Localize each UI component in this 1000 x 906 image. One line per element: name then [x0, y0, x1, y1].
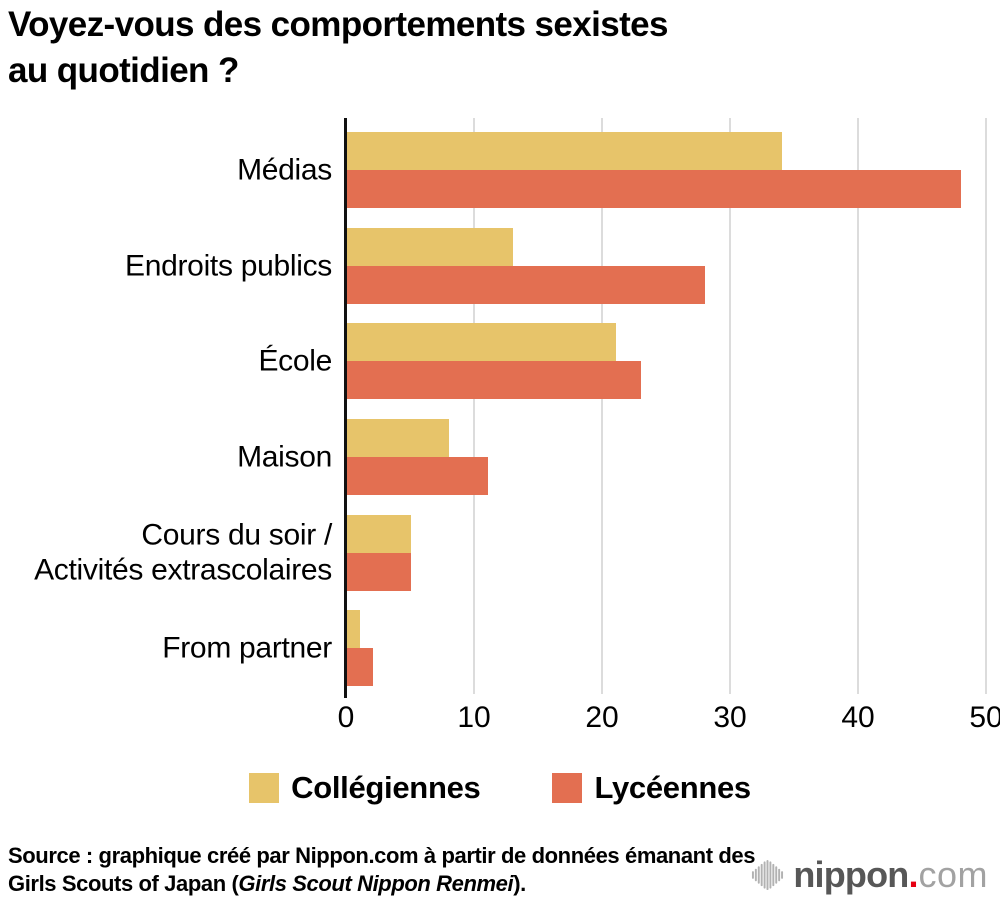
x-tick-label: 0: [337, 701, 355, 734]
bar-collégiennes-1: [347, 228, 513, 266]
category-label: École: [258, 344, 332, 378]
legend-label: Collégiennes: [291, 770, 481, 805]
bar-lycéennes-2: [347, 361, 641, 399]
source-text-italic: Girls Scout Nippon Renmei: [238, 870, 514, 896]
logo-text-com: com: [918, 854, 988, 895]
bar-lycéennes-0: [347, 170, 961, 208]
x-gridline: [601, 118, 603, 694]
bar-lycéennes-5: [347, 648, 373, 686]
x-tick-label: 10: [457, 701, 491, 734]
legend-swatch: [249, 773, 280, 803]
legend-swatch: [552, 773, 583, 803]
legend-label: Lycéennes: [594, 770, 751, 805]
bar-lycéennes-1: [347, 266, 705, 304]
logo-red-dot: .: [908, 854, 919, 895]
x-tick-label: 30: [713, 701, 747, 734]
legend-item-lycéennes: Lycéennes: [552, 770, 751, 806]
soundwave-icon: [752, 859, 784, 891]
logo-text-nippon: nippon: [793, 854, 909, 895]
legend: Collégiennes Lycéennes: [0, 770, 1000, 806]
bar-lycéennes-4: [347, 553, 411, 591]
bar-lycéennes-3: [347, 457, 488, 495]
category-label: Médias: [237, 153, 332, 187]
x-gridline: [473, 118, 475, 694]
x-tick-label: 50: [969, 701, 1000, 734]
source-text: Source : graphique créé par Nippon.com à…: [8, 843, 756, 896]
y-axis-line: [344, 118, 347, 698]
bar-collégiennes-0: [347, 132, 782, 170]
x-gridline: [985, 118, 987, 694]
source-text-end: ).: [513, 870, 526, 896]
x-tick-label: 20: [585, 701, 619, 734]
bar-collégiennes-5: [347, 610, 360, 648]
legend-item-collégiennes: Collégiennes: [249, 770, 481, 806]
category-label: From partner: [162, 631, 332, 665]
bar-collégiennes-4: [347, 515, 411, 553]
category-label: Endroits publics: [125, 249, 332, 283]
x-tick-label: 40: [841, 701, 875, 734]
category-label: Maison: [237, 440, 332, 474]
source-note: Source : graphique créé par Nippon.com à…: [8, 842, 770, 898]
x-gridline: [729, 118, 731, 694]
chart-title: Voyez-vous des comportements sexistes au…: [8, 5, 669, 90]
category-label: Cours du soir / Activités extrascolaires: [34, 518, 332, 587]
x-gridline: [857, 118, 859, 694]
bar-collégiennes-2: [347, 323, 616, 361]
bar-collégiennes-3: [347, 419, 449, 457]
logo-wordmark: nippon.com: [793, 857, 988, 893]
nippon-logo: nippon.com: [751, 857, 988, 893]
